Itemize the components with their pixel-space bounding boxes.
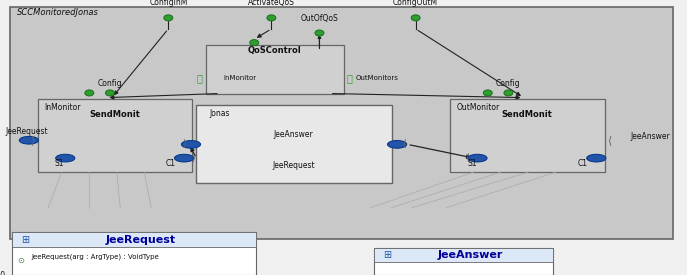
Bar bbox=[38, 99, 192, 172]
Text: ⟩: ⟩ bbox=[191, 153, 194, 163]
Bar bbox=[10, 7, 673, 239]
Text: C1: C1 bbox=[577, 159, 587, 168]
Text: ⟨: ⟨ bbox=[403, 139, 406, 149]
Text: ⟩: ⟩ bbox=[30, 135, 34, 145]
Text: JeeRequest(arg : ArgType) : VoidType: JeeRequest(arg : ArgType) : VoidType bbox=[32, 253, 159, 260]
Bar bbox=[196, 104, 392, 183]
Bar bbox=[12, 232, 256, 247]
Text: JeeRequest: JeeRequest bbox=[272, 161, 315, 170]
Ellipse shape bbox=[164, 15, 173, 21]
Ellipse shape bbox=[85, 90, 94, 96]
Text: Jonas: Jonas bbox=[210, 109, 230, 119]
Text: SCCMonitoredJonas: SCCMonitoredJonas bbox=[17, 8, 99, 17]
Text: ⟩: ⟩ bbox=[182, 139, 185, 149]
Text: OutMonitor: OutMonitor bbox=[457, 103, 500, 112]
Text: ConfigInM: ConfigInM bbox=[149, 0, 188, 7]
Text: 〈: 〈 bbox=[196, 73, 203, 83]
Ellipse shape bbox=[411, 15, 420, 21]
Text: ActivateQoS: ActivateQoS bbox=[248, 0, 295, 7]
Text: Config: Config bbox=[496, 79, 521, 88]
Text: SendMonit: SendMonit bbox=[502, 110, 553, 119]
Circle shape bbox=[387, 141, 407, 148]
Text: JeeAnswer: JeeAnswer bbox=[274, 130, 313, 139]
Bar bbox=[374, 248, 553, 275]
Text: InMonitor: InMonitor bbox=[45, 103, 81, 112]
Text: 〉: 〉 bbox=[347, 73, 353, 83]
Ellipse shape bbox=[267, 15, 276, 21]
Text: S1: S1 bbox=[467, 159, 477, 168]
Text: ⊞: ⊞ bbox=[21, 235, 29, 244]
Text: OutMonitors: OutMonitors bbox=[356, 75, 398, 81]
Text: ⊞: ⊞ bbox=[383, 250, 391, 260]
Text: ⟨: ⟨ bbox=[608, 135, 612, 145]
Ellipse shape bbox=[106, 90, 114, 96]
Circle shape bbox=[56, 154, 75, 162]
Text: InMonitor: InMonitor bbox=[223, 75, 256, 81]
Text: ⟨: ⟨ bbox=[466, 153, 469, 163]
Circle shape bbox=[181, 141, 201, 148]
Text: JeeAnswer: JeeAnswer bbox=[630, 132, 670, 141]
Circle shape bbox=[19, 136, 38, 144]
Ellipse shape bbox=[484, 90, 493, 96]
Text: JeeRequest: JeeRequest bbox=[106, 235, 177, 244]
Text: Config: Config bbox=[98, 79, 122, 88]
Text: OutOfQoS: OutOfQoS bbox=[301, 13, 338, 23]
Ellipse shape bbox=[504, 90, 513, 96]
Text: QoSControl: QoSControl bbox=[248, 46, 302, 55]
Text: ⊙: ⊙ bbox=[17, 256, 24, 265]
Bar bbox=[450, 99, 605, 172]
Text: JeeAnswer: JeeAnswer bbox=[438, 250, 504, 260]
Circle shape bbox=[468, 154, 487, 162]
Text: 0.0: 0.0 bbox=[0, 271, 6, 275]
Ellipse shape bbox=[250, 40, 259, 46]
Text: SendMonit: SendMonit bbox=[89, 110, 141, 119]
Ellipse shape bbox=[315, 30, 324, 36]
Bar bbox=[206, 45, 344, 94]
Text: JeeRequest: JeeRequest bbox=[5, 128, 48, 136]
Text: C1: C1 bbox=[165, 159, 175, 168]
Text: ConfigOutM: ConfigOutM bbox=[393, 0, 438, 7]
Circle shape bbox=[174, 154, 194, 162]
Bar bbox=[12, 232, 256, 275]
Circle shape bbox=[587, 154, 606, 162]
Bar bbox=[374, 248, 553, 262]
Text: S1: S1 bbox=[55, 159, 65, 168]
